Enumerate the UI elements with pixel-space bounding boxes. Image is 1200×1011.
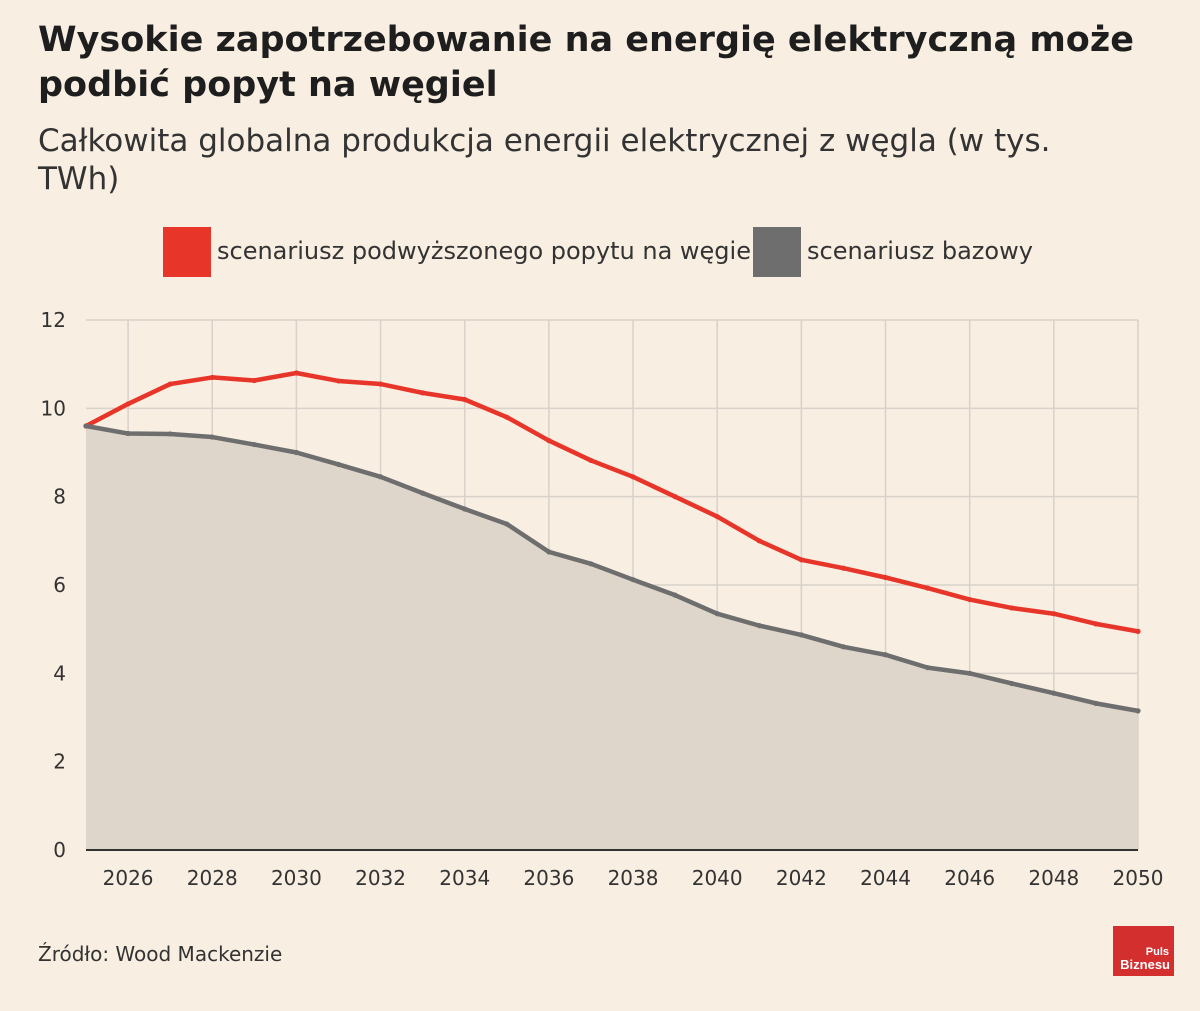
puls-biznesu-logo: Puls Biznesu (1113, 926, 1174, 976)
high-scenario-point (882, 574, 889, 581)
y-tick-label: 10 (41, 396, 66, 420)
base-scenario-point (925, 664, 931, 671)
x-tick-labels: 2026 2028 2030 2032 2034 2036 2038 2040 2042 2044… (103, 866, 1164, 890)
logo-line-2: Biznesu (1120, 957, 1170, 972)
base-scenario-point (462, 506, 468, 512)
x-tick-label: 2032 (355, 866, 406, 890)
y-tick-label: 4 (53, 661, 66, 685)
high-scenario-point (504, 414, 510, 420)
x-tick-label: 2030 (271, 866, 322, 890)
base-scenario-point (546, 549, 552, 555)
x-tick-label: 2028 (187, 866, 238, 890)
y-tick-label: 12 (41, 308, 66, 332)
high-scenario-point (462, 396, 468, 403)
base-scenario-point (1009, 680, 1015, 687)
high-scenario-point (1135, 628, 1141, 634)
high-scenario-line (83, 370, 1141, 634)
base-scenario-point (335, 461, 342, 468)
high-scenario-point (293, 370, 299, 376)
base-area-layer (86, 426, 1138, 850)
source-note: Źródło: Wood Mackenzie (38, 942, 283, 966)
y-tick-label: 6 (53, 573, 66, 597)
y-tick-label: 2 (53, 750, 66, 774)
high-scenario-point (714, 513, 720, 520)
high-scenario-point (251, 377, 257, 384)
base-scenario-point (798, 632, 804, 638)
high-scenario-point (377, 381, 384, 387)
x-tick-label: 2044 (860, 866, 911, 890)
base-scenario-point (672, 592, 678, 598)
x-tick-label: 2038 (608, 866, 659, 890)
base-scenario-point (630, 577, 636, 583)
high-scenario-point (125, 401, 131, 407)
high-scenario-point (588, 457, 594, 464)
base-scenario-point (209, 434, 215, 440)
base-scenario-point (293, 449, 299, 456)
y-tick-labels: 0 2 4 6 8 10 12 (41, 308, 66, 862)
legend-swatch-base-scenario (753, 227, 801, 277)
high-scenario-point (1009, 605, 1015, 611)
x-tick-label: 2042 (776, 866, 827, 890)
base-scenario-point (714, 611, 720, 617)
logo-line-1: Puls (1145, 946, 1169, 958)
base-scenario-point (377, 474, 384, 480)
high-scenario-point (209, 374, 215, 381)
x-tick-label: 2050 (1113, 866, 1164, 890)
base-scenario-point (420, 490, 426, 496)
high-scenario-point (1051, 611, 1057, 617)
y-tick-label: 0 (53, 838, 66, 862)
base-scenario-point (588, 561, 594, 567)
base-scenario-area (86, 426, 1138, 850)
base-scenario-point (1135, 708, 1141, 714)
y-tick-label: 8 (53, 485, 66, 509)
x-tick-label: 2034 (439, 866, 490, 890)
series-lines (83, 370, 1141, 714)
data-points (83, 370, 1141, 714)
x-tick-label: 2040 (692, 866, 743, 890)
x-tick-label: 2036 (523, 866, 574, 890)
high-scenario-point (630, 474, 636, 480)
base-scenario-point (83, 423, 89, 429)
base-scenario-point (967, 670, 973, 676)
base-scenario-point (251, 441, 257, 448)
legend-swatch-high-scenario (163, 227, 211, 277)
high-scenario-point (925, 585, 931, 591)
base-scenario-point (1051, 690, 1057, 696)
high-scenario-point (798, 557, 804, 563)
high-scenario-point (167, 381, 173, 387)
x-tick-label: 2046 (944, 866, 995, 890)
x-tick-label: 2048 (1028, 866, 1079, 890)
chart-title: Wysokie zapotrzebowanie na energię elekt… (38, 20, 1134, 105)
high-scenario-point (335, 378, 342, 384)
high-scenario-point (840, 565, 847, 571)
base-scenario-point (756, 623, 762, 629)
base-scenario-point (1093, 700, 1099, 706)
chart-subtitle: Całkowita globalna produkcja energii ele… (38, 123, 1051, 197)
base-scenario-point (882, 652, 889, 658)
base-scenario-point (125, 430, 131, 437)
high-scenario-point (546, 437, 552, 444)
base-scenario-line (83, 423, 1141, 714)
high-scenario-point (672, 494, 678, 500)
high-scenario-point (756, 538, 762, 544)
high-scenario-point (967, 596, 973, 603)
base-scenario-point (167, 431, 173, 437)
base-scenario-point (504, 521, 510, 527)
x-tick-label: 2026 (103, 866, 154, 890)
high-scenario-point (420, 390, 426, 396)
high-scenario-point (1093, 621, 1099, 627)
legend-label-base-scenario: scenariusz bazowy (807, 237, 1033, 265)
base-scenario-point (840, 644, 847, 650)
legend-label-high-scenario: scenariusz podwyższonego popytu na węgie… (217, 237, 758, 265)
